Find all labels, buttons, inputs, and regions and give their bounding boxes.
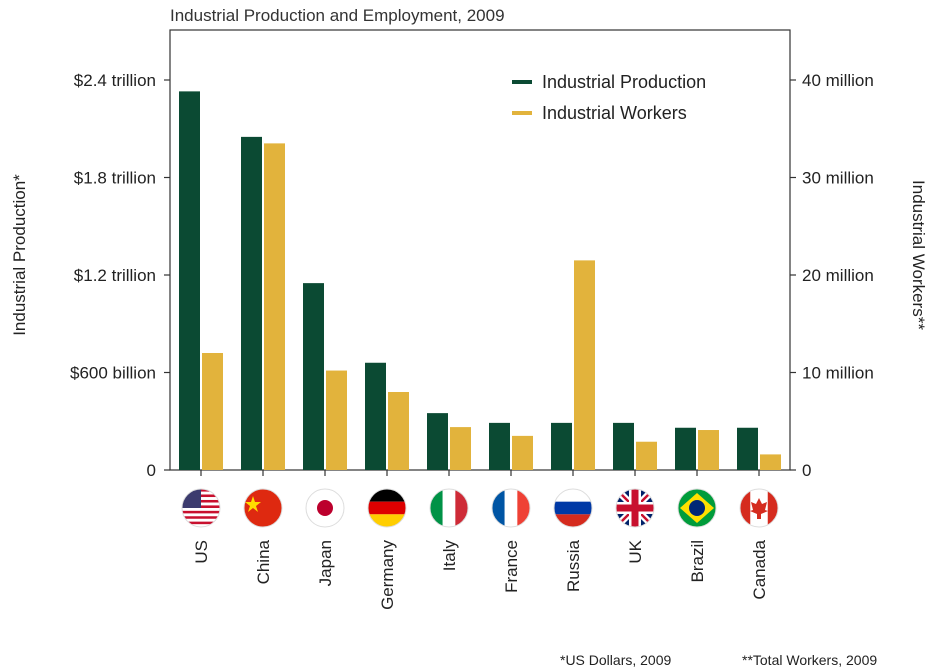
- bar-production-japan: [303, 283, 324, 470]
- category-label-brazil: Brazil: [688, 540, 707, 583]
- bar-workers-uk: [636, 441, 657, 470]
- right-tick-label: 40 million: [802, 71, 874, 90]
- category-label-france: France: [502, 540, 521, 593]
- footnote-total-workers: **Total Workers, 2009: [742, 652, 878, 668]
- bar-production-russia: [551, 422, 572, 470]
- right-tick-label: 20 million: [802, 266, 874, 285]
- plot-frame: [169, 29, 791, 471]
- category-label-us: US: [192, 540, 211, 564]
- category-label-canada: Canada: [750, 539, 769, 599]
- category-label-japan: Japan: [316, 540, 335, 586]
- brazil-flag-icon: [677, 488, 717, 528]
- right-tick-label: 10 million: [802, 364, 874, 383]
- bar-workers-russia: [574, 260, 595, 470]
- bar-workers-france: [512, 435, 533, 470]
- chart-title: Industrial Production and Employment, 20…: [170, 6, 505, 25]
- italy-flag-icon: [429, 488, 469, 528]
- bar-workers-japan: [326, 370, 347, 470]
- bar-production-brazil: [675, 427, 696, 470]
- category-label-italy: Italy: [440, 540, 459, 572]
- bar-workers-italy: [450, 427, 471, 470]
- uk-flag-icon: [615, 488, 655, 528]
- legend-label-production: Industrial Production: [542, 72, 706, 92]
- bar-production-canada: [737, 427, 758, 470]
- bar-workers-canada: [760, 454, 781, 470]
- canada-flag-icon: [739, 488, 779, 528]
- right-tick-label: 0: [802, 461, 811, 480]
- bar-production-italy: [427, 413, 448, 470]
- russia-flag-icon: [553, 488, 593, 528]
- france-flag-icon: [491, 488, 531, 528]
- bar-workers-germany: [388, 392, 409, 470]
- germany-flag-icon: [367, 488, 407, 528]
- left-tick-label: $600 billion: [70, 364, 156, 383]
- left-tick-label: 0: [147, 461, 156, 480]
- y2-axis-title: Industrial Workers**: [909, 180, 928, 330]
- bar-workers-brazil: [698, 430, 719, 470]
- bar-production-uk: [613, 422, 634, 470]
- category-label-china: China: [254, 539, 273, 584]
- right-tick-label: 30 million: [802, 169, 874, 188]
- bar-production-china: [241, 136, 262, 470]
- china-flag-icon: [243, 488, 283, 528]
- footnote-us-dollars: *US Dollars, 2009: [560, 652, 672, 668]
- bar-production-germany: [365, 362, 386, 470]
- category-label-uk: UK: [626, 539, 645, 563]
- legend-label-workers: Industrial Workers: [542, 103, 687, 123]
- y-axis-title: Industrial Production*: [10, 174, 29, 336]
- left-tick-label: $1.2 trillion: [74, 266, 156, 285]
- left-tick-label: $2.4 trillion: [74, 71, 156, 90]
- category-label-russia: Russia: [564, 539, 583, 592]
- bar-production-france: [489, 422, 510, 470]
- japan-flag-icon: [305, 488, 345, 528]
- bar-workers-china: [264, 143, 285, 470]
- bar-production-us: [179, 91, 200, 470]
- bar-workers-us: [202, 353, 223, 470]
- category-label-germany: Germany: [378, 540, 397, 610]
- us-flag-icon: [181, 488, 221, 528]
- left-tick-label: $1.8 trillion: [74, 169, 156, 188]
